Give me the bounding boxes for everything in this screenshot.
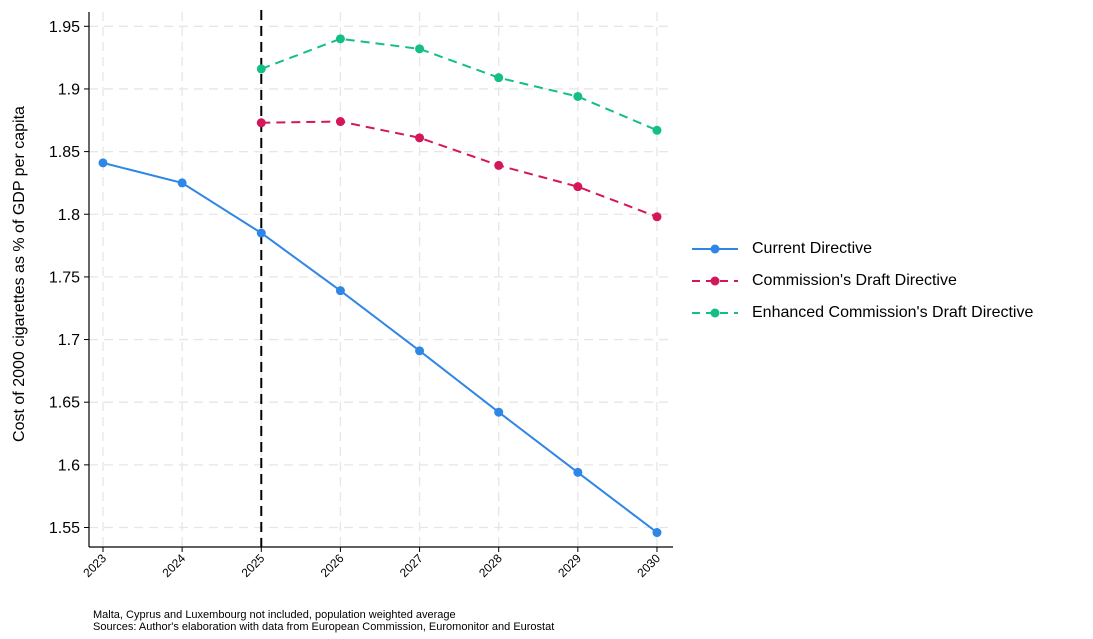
series-line-0	[102, 161, 658, 534]
data-point-s1-2027	[415, 133, 425, 143]
y-axis-label: Cost of 2000 cigarettes as % of GDP per …	[11, 106, 28, 442]
x-tick-label: 2026	[318, 551, 347, 580]
x-tick-label: 2025	[239, 551, 268, 580]
grid-lines	[89, 12, 673, 547]
data-point-s0-2029	[573, 467, 583, 477]
series-line-1	[261, 120, 658, 218]
y-tick-label: 1.85	[49, 144, 80, 161]
legend-item-enhanced: Enhanced Commission's Draft Directive	[690, 297, 1033, 329]
y-tick-label: 1.55	[49, 520, 80, 537]
data-point-s2-2025	[256, 64, 266, 74]
legend-item-current: Current Directive	[690, 233, 1033, 265]
data-point-s0-2028	[494, 407, 504, 417]
data-point-s2-2027	[415, 44, 425, 54]
legend-item-commission: Commission's Draft Directive	[690, 265, 1033, 297]
y-tick-label: 1.7	[58, 332, 80, 349]
data-point-s0-2026	[335, 286, 345, 296]
y-tick-label: 1.95	[49, 19, 80, 36]
y-tick-label: 1.6	[58, 457, 80, 474]
series-line-2	[260, 37, 658, 132]
legend: Current Directive Commission's Draft Dir…	[690, 233, 1033, 329]
data-point-s0-2025	[256, 228, 266, 238]
data-point-s1-2029	[573, 182, 583, 192]
legend-label-commission: Commission's Draft Directive	[752, 272, 957, 289]
data-point-s0-2023	[98, 158, 108, 168]
data-point-s1-2026	[335, 117, 345, 127]
data-series	[98, 34, 662, 538]
y-tick-label: 1.65	[49, 395, 80, 412]
x-tick-label: 2029	[555, 551, 584, 580]
data-point-s0-2030	[652, 528, 662, 538]
y-tick-label: 1.8	[58, 207, 80, 224]
data-point-s0-2027	[415, 346, 425, 356]
footnote: Malta, Cyprus and Luxembourg not include…	[93, 609, 456, 621]
legend-label-current: Current Directive	[752, 240, 873, 257]
data-point-s1-2030	[652, 212, 662, 222]
data-point-s2-2028	[494, 73, 504, 83]
y-tick-label: 1.75	[49, 269, 80, 286]
legend-marker-current	[692, 244, 738, 254]
data-point-s2-2029	[573, 91, 583, 101]
x-tick-label: 2030	[634, 551, 663, 580]
legend-label-enhanced: Enhanced Commission's Draft Directive	[752, 304, 1034, 321]
data-point-s2-2026	[335, 34, 345, 44]
x-tick-label: 2023	[80, 551, 109, 580]
data-point-s1-2028	[494, 160, 504, 170]
y-tick-label: 1.9	[58, 81, 80, 98]
legend-marker-enhanced	[692, 308, 738, 318]
data-point-s1-2025	[256, 118, 266, 128]
x-tick-label: 2028	[476, 551, 505, 580]
legend-marker-commission	[692, 276, 738, 286]
source-note: Sources: Author's elaboration with data …	[93, 621, 555, 633]
data-point-s2-2030	[652, 125, 662, 135]
data-point-s0-2024	[177, 178, 187, 188]
x-tick-label: 2024	[159, 551, 188, 580]
x-tick-label: 2027	[397, 551, 426, 580]
